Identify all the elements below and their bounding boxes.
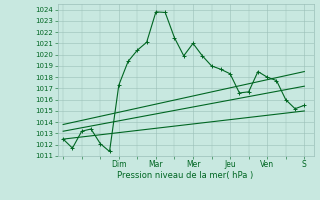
X-axis label: Pression niveau de la mer( hPa ): Pression niveau de la mer( hPa ) — [117, 171, 254, 180]
